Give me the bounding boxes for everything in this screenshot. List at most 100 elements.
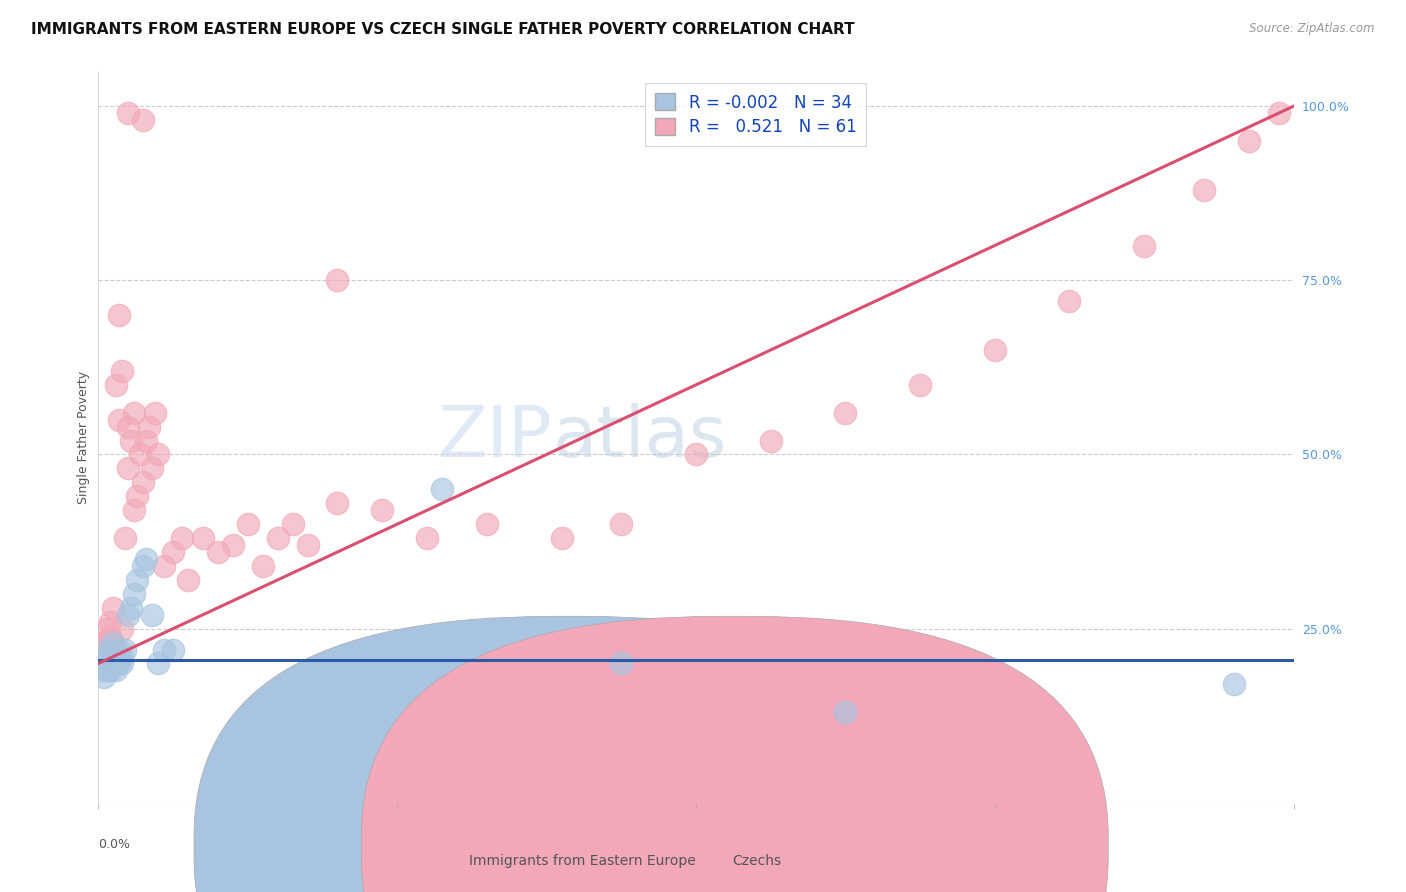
Point	[117, 106, 139, 120]
Point	[172, 531, 194, 545]
Point	[132, 113, 155, 128]
Point	[98, 649, 122, 664]
Point	[103, 635, 125, 649]
Point	[103, 635, 125, 649]
Point	[610, 657, 633, 671]
Point	[153, 558, 176, 573]
Point	[93, 649, 115, 664]
Point	[117, 419, 139, 434]
Point	[984, 343, 1007, 357]
Point	[90, 664, 112, 678]
Point	[124, 587, 146, 601]
Point	[1237, 134, 1260, 148]
Point	[281, 517, 304, 532]
Point	[132, 558, 155, 573]
Legend: R = -0.002   N = 34, R =   0.521   N = 61: R = -0.002 N = 34, R = 0.521 N = 61	[645, 83, 866, 146]
Point	[610, 517, 633, 532]
Point	[416, 531, 439, 545]
Point	[207, 545, 229, 559]
Point	[1133, 238, 1156, 252]
Point	[93, 635, 115, 649]
Point	[114, 642, 136, 657]
Point	[98, 629, 122, 643]
Point	[297, 538, 319, 552]
Point	[135, 552, 157, 566]
Point	[108, 642, 131, 657]
Point	[117, 607, 139, 622]
Text: Source: ZipAtlas.com: Source: ZipAtlas.com	[1250, 22, 1375, 36]
Point	[141, 607, 163, 622]
Point	[108, 412, 131, 426]
Point	[93, 657, 115, 671]
Point	[759, 434, 782, 448]
Point	[236, 517, 259, 532]
Point	[96, 642, 118, 657]
Point	[108, 308, 131, 322]
Point	[132, 475, 155, 490]
Point	[93, 649, 115, 664]
Point	[124, 406, 146, 420]
Point	[222, 538, 245, 552]
FancyBboxPatch shape	[361, 616, 1108, 892]
Point	[191, 531, 214, 545]
Point	[120, 434, 142, 448]
Point	[1192, 183, 1215, 197]
Point	[105, 657, 128, 671]
Point	[117, 461, 139, 475]
Point	[124, 503, 146, 517]
Point	[111, 649, 134, 664]
Point	[120, 600, 142, 615]
Point	[834, 705, 856, 719]
Point	[98, 615, 122, 629]
Text: Czechs: Czechs	[733, 854, 780, 868]
Point	[252, 558, 274, 573]
Point	[96, 657, 118, 671]
Point	[138, 419, 160, 434]
Point	[148, 448, 170, 462]
Point	[127, 573, 149, 587]
Point	[135, 434, 157, 448]
Point	[267, 531, 290, 545]
Point	[103, 657, 125, 671]
Point	[326, 496, 349, 510]
Point	[103, 600, 125, 615]
Point	[1059, 294, 1081, 309]
Point	[1223, 677, 1246, 691]
Point	[475, 517, 498, 532]
Point	[143, 406, 166, 420]
Point	[550, 531, 572, 545]
Point	[685, 448, 707, 462]
Point	[111, 657, 134, 671]
Point	[111, 364, 134, 378]
Point	[141, 461, 163, 475]
Point	[162, 545, 184, 559]
Point	[177, 573, 200, 587]
Point	[129, 448, 152, 462]
Point	[96, 664, 118, 678]
Point	[103, 657, 125, 671]
Text: atlas: atlas	[553, 402, 727, 472]
Point	[90, 657, 112, 671]
Point	[148, 657, 170, 671]
Point	[105, 664, 128, 678]
Point	[108, 657, 131, 671]
Text: 0.0%: 0.0%	[98, 838, 131, 851]
Point	[326, 273, 349, 287]
Text: Immigrants from Eastern Europe: Immigrants from Eastern Europe	[470, 854, 696, 868]
Point	[96, 622, 118, 636]
FancyBboxPatch shape	[194, 616, 941, 892]
Point	[127, 489, 149, 503]
Point	[98, 664, 122, 678]
Text: ZIP: ZIP	[439, 402, 553, 472]
Point	[162, 642, 184, 657]
Point	[908, 377, 931, 392]
Y-axis label: Single Father Poverty: Single Father Poverty	[77, 370, 90, 504]
Point	[105, 377, 128, 392]
Text: IMMIGRANTS FROM EASTERN EUROPE VS CZECH SINGLE FATHER POVERTY CORRELATION CHART: IMMIGRANTS FROM EASTERN EUROPE VS CZECH …	[31, 22, 855, 37]
Point	[1267, 106, 1289, 120]
Point	[153, 642, 176, 657]
Point	[111, 622, 134, 636]
Point	[90, 642, 112, 657]
Point	[96, 642, 118, 657]
Point	[90, 657, 112, 671]
